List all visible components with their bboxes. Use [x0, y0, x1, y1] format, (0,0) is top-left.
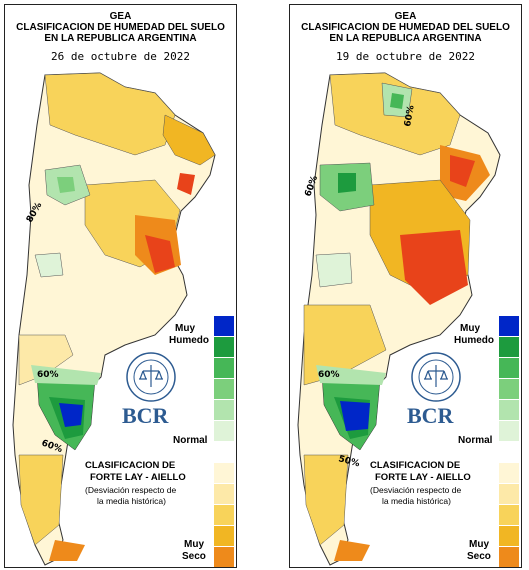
- legend-muy-seco-1: Muy: [469, 539, 489, 550]
- map-panel-right: 60% 60% 60% 50% GEA CLASIFICACION DE HUM…: [289, 4, 522, 568]
- scale-swatch: [499, 567, 519, 568]
- zone-lightgreen-patagonia-right: [316, 365, 386, 385]
- legend-muy-seco-2: Seco: [182, 551, 206, 562]
- footer-line3: (Desviación respecto de: [85, 485, 177, 495]
- zone-lightgreen-patagonia-left: [31, 365, 101, 385]
- bcr-seal-logo: [411, 352, 461, 402]
- zone-orange-south-left: [18, 334, 74, 386]
- zone-red-ne-left: [177, 173, 195, 195]
- footer-line2: FORTE LAY - AIELLO: [375, 472, 471, 483]
- zone-green-sw-left: [34, 252, 64, 278]
- scale-swatch: [214, 546, 234, 567]
- color-scale: [214, 315, 234, 568]
- zone-red-east-left: [145, 235, 175, 273]
- scale-swatch: [499, 462, 519, 483]
- footer-line3: (Desviación respecto de: [370, 485, 462, 495]
- legend-normal: Normal: [173, 435, 208, 446]
- scale-swatch: [499, 420, 519, 441]
- zone-yellow-south-right: [303, 304, 387, 386]
- scale-swatch: [214, 336, 234, 357]
- bcr-logo-text: BCR: [122, 403, 169, 428]
- scale-swatch: [499, 357, 519, 378]
- scale-swatch: [499, 315, 519, 336]
- scale-swatch: [214, 483, 234, 504]
- scale-swatch: [499, 525, 519, 546]
- title-line1: CLASIFICACION DE HUMEDAD DEL SUELO: [301, 22, 510, 33]
- org-label: GEA: [394, 11, 417, 22]
- scale-swatch: [499, 336, 519, 357]
- zone-red-center-right: [400, 230, 468, 305]
- footer-line1: CLASIFICACION DE: [370, 460, 461, 471]
- scale-swatch: [499, 378, 519, 399]
- zone-yellow-north-left: [44, 72, 176, 156]
- footer-line4: la media histórica): [97, 496, 166, 506]
- zone-blue-patagonia-right: [340, 401, 370, 431]
- zone-orange-tdf-right: [334, 540, 370, 561]
- org-label: GEA: [109, 11, 132, 22]
- date-label: 26 de octubre de 2022: [50, 50, 191, 63]
- zone-orange-ne-left: [162, 114, 216, 166]
- legend-muy-humedo-1: Muy: [460, 323, 480, 334]
- legend-muy-humedo-1: Muy: [175, 323, 195, 334]
- scale-swatch: [214, 462, 234, 483]
- scale-swatch: [499, 546, 519, 567]
- scale-swatch: [214, 504, 234, 525]
- legend-muy-humedo-2: Humedo: [454, 335, 494, 346]
- bcr-seal-logo: [126, 352, 176, 402]
- bcr-logo-text: BCR: [407, 403, 454, 428]
- scale-swatch: [214, 357, 234, 378]
- soil-moisture-map-left: 80% 60% 60%: [12, 72, 216, 566]
- footer-line2: FORTE LAY - AIELLO: [90, 472, 186, 483]
- legend-muy-humedo-2: Humedo: [169, 335, 209, 346]
- footer-line1: CLASIFICACION DE: [85, 460, 176, 471]
- zone-darkgreen-north-right: [390, 93, 404, 109]
- zone-green2-cuyo-left: [57, 177, 75, 193]
- footer-line4: la media histórica): [382, 496, 451, 506]
- scale-swatch: [214, 441, 234, 462]
- scale-swatch: [214, 420, 234, 441]
- scale-swatch: [214, 567, 234, 568]
- zone-blue-patagonia-left: [59, 403, 83, 427]
- zone-red-ne-right: [450, 155, 475, 187]
- zone-yellow-patagonia-south-right: [303, 454, 349, 546]
- scale-swatch: [214, 399, 234, 420]
- contour-label-3: 60%: [318, 370, 340, 380]
- title-line1: CLASIFICACION DE HUMEDAD DEL SUELO: [16, 22, 225, 33]
- scale-swatch: [499, 441, 519, 462]
- map-panel-left: 80% 60% 60% GEA CLASIFICACION DE HUMEDAD…: [4, 4, 237, 568]
- legend-normal: Normal: [458, 435, 493, 446]
- contour-label-2: 60%: [37, 370, 59, 380]
- title-line2: EN LA REPUBLICA ARGENTINA: [329, 33, 482, 44]
- zone-darkgreen-cuyo-right: [338, 173, 356, 193]
- scale-swatch: [499, 504, 519, 525]
- contour-label-2: 60%: [403, 105, 417, 128]
- date-label: 19 de octubre de 2022: [335, 50, 476, 63]
- scale-swatch: [499, 399, 519, 420]
- soil-moisture-map-right: 60% 60% 60% 50%: [297, 72, 501, 566]
- scale-swatch: [214, 525, 234, 546]
- legend-muy-seco-2: Seco: [467, 551, 491, 562]
- color-scale: [499, 315, 519, 568]
- title-line2: EN LA REPUBLICA ARGENTINA: [44, 33, 197, 44]
- scale-swatch: [499, 483, 519, 504]
- zone-green-sw-right: [315, 252, 353, 288]
- legend-muy-seco-1: Muy: [184, 539, 204, 550]
- zone-yellow-patagonia-south-left: [18, 454, 64, 546]
- scale-swatch: [214, 378, 234, 399]
- scale-swatch: [214, 315, 234, 336]
- zone-orange-tdf-left: [49, 540, 85, 561]
